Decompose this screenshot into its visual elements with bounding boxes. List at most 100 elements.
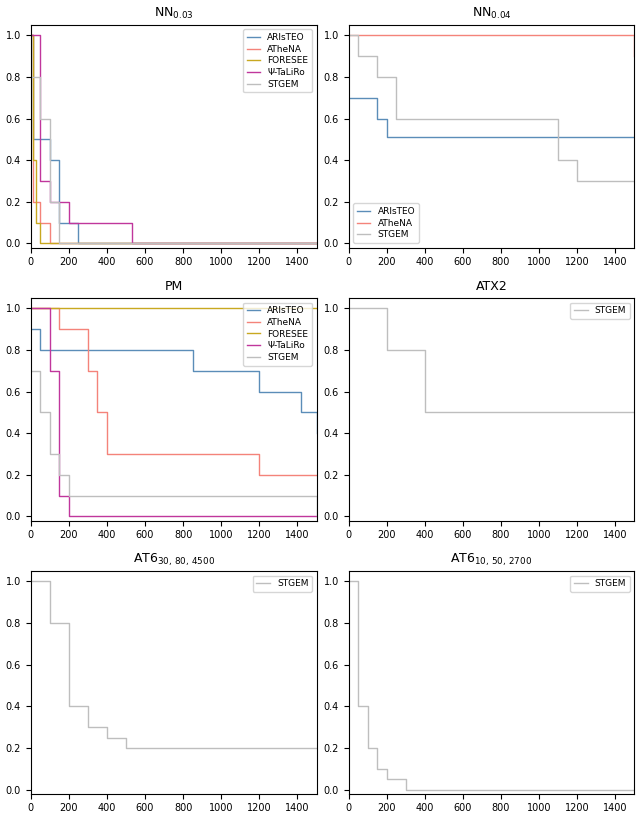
ARIsTEO bbox=[27, 324, 35, 334]
ATheNA bbox=[612, 30, 620, 40]
ATheNA bbox=[46, 238, 54, 248]
Ψ-TaLiRo bbox=[313, 512, 321, 522]
ARIsTEO bbox=[313, 238, 321, 248]
STGEM bbox=[84, 722, 92, 732]
STGEM bbox=[27, 72, 35, 82]
ATheNA bbox=[313, 238, 321, 248]
Legend: ARIsTEO, ATheNA, FORESEE, Ψ-TaLiRo, STGEM: ARIsTEO, ATheNA, FORESEE, Ψ-TaLiRo, STGE… bbox=[243, 302, 312, 365]
ARIsTEO bbox=[313, 428, 321, 438]
Ψ-TaLiRo bbox=[128, 238, 136, 248]
ATheNA bbox=[46, 304, 54, 314]
ARIsTEO bbox=[630, 133, 638, 143]
STGEM bbox=[364, 743, 371, 753]
STGEM bbox=[421, 408, 429, 418]
Line: STGEM: STGEM bbox=[349, 581, 634, 790]
ARIsTEO bbox=[298, 408, 305, 418]
ARIsTEO bbox=[183, 345, 191, 355]
ARIsTEO bbox=[383, 133, 390, 143]
ARIsTEO bbox=[36, 345, 44, 355]
STGEM bbox=[516, 114, 524, 124]
STGEM bbox=[221, 491, 229, 500]
STGEM bbox=[402, 785, 410, 794]
FORESEE bbox=[313, 238, 321, 248]
STGEM bbox=[160, 743, 168, 753]
Line: ARIsTEO: ARIsTEO bbox=[349, 97, 634, 138]
STGEM bbox=[383, 774, 390, 784]
Line: STGEM: STGEM bbox=[31, 581, 317, 748]
Legend: ARIsTEO, ATheNA, FORESEE, Ψ-TaLiRo, STGEM: ARIsTEO, ATheNA, FORESEE, Ψ-TaLiRo, STGE… bbox=[243, 29, 312, 93]
ARIsTEO bbox=[65, 218, 72, 228]
STGEM bbox=[345, 577, 353, 586]
ATheNA bbox=[255, 470, 263, 480]
ATheNA bbox=[103, 449, 111, 459]
STGEM bbox=[27, 366, 35, 376]
Ψ-TaLiRo bbox=[313, 238, 321, 248]
ATheNA bbox=[345, 30, 353, 40]
Title: $\mathrm{NN}_{0.04}$: $\mathrm{NN}_{0.04}$ bbox=[472, 6, 511, 20]
Ψ-TaLiRo bbox=[56, 197, 63, 206]
Ψ-TaLiRo bbox=[27, 304, 35, 314]
STGEM bbox=[355, 701, 362, 711]
ATheNA bbox=[72, 324, 80, 334]
Line: Ψ-TaLiRo: Ψ-TaLiRo bbox=[31, 309, 317, 517]
STGEM bbox=[313, 512, 321, 522]
STGEM bbox=[56, 470, 63, 480]
STGEM bbox=[65, 701, 72, 711]
ATheNA bbox=[36, 218, 44, 228]
ATheNA bbox=[33, 197, 40, 206]
STGEM bbox=[313, 743, 321, 753]
STGEM bbox=[46, 197, 54, 206]
Line: STGEM: STGEM bbox=[349, 309, 634, 413]
FORESEE bbox=[29, 156, 36, 165]
ARIsTEO bbox=[56, 218, 63, 228]
ATheNA bbox=[56, 324, 63, 334]
Ψ-TaLiRo bbox=[27, 30, 35, 40]
Line: STGEM: STGEM bbox=[31, 371, 317, 517]
STGEM bbox=[103, 733, 111, 743]
STGEM bbox=[74, 491, 82, 500]
ARIsTEO bbox=[284, 387, 292, 396]
ARIsTEO bbox=[36, 134, 44, 144]
ARIsTEO bbox=[74, 238, 82, 248]
STGEM bbox=[573, 176, 581, 186]
STGEM bbox=[36, 114, 44, 124]
STGEM bbox=[392, 114, 400, 124]
Line: ATheNA: ATheNA bbox=[349, 35, 634, 56]
Ψ-TaLiRo bbox=[36, 176, 44, 186]
Ψ-TaLiRo bbox=[84, 218, 92, 228]
ATheNA bbox=[630, 51, 638, 61]
Line: ATheNA: ATheNA bbox=[31, 35, 317, 243]
Ψ-TaLiRo bbox=[46, 197, 54, 206]
ATheNA bbox=[294, 470, 301, 480]
STGEM bbox=[56, 238, 63, 248]
ATheNA bbox=[93, 408, 101, 418]
Title: PM: PM bbox=[164, 279, 182, 292]
STGEM bbox=[355, 51, 362, 61]
STGEM bbox=[313, 238, 321, 248]
ARIsTEO bbox=[189, 366, 196, 376]
STGEM bbox=[373, 72, 381, 82]
Ψ-TaLiRo bbox=[46, 366, 54, 376]
Ψ-TaLiRo bbox=[74, 218, 82, 228]
Ψ-TaLiRo bbox=[65, 512, 72, 522]
STGEM bbox=[630, 176, 638, 186]
Title: $\mathrm{NN}_{0.03}$: $\mathrm{NN}_{0.03}$ bbox=[154, 6, 193, 20]
STGEM bbox=[65, 491, 72, 500]
FORESEE bbox=[33, 218, 40, 228]
STGEM bbox=[554, 156, 562, 165]
ARIsTEO bbox=[345, 93, 353, 102]
Ψ-TaLiRo bbox=[56, 491, 63, 500]
Title: ATX2: ATX2 bbox=[476, 279, 508, 292]
Legend: STGEM: STGEM bbox=[570, 302, 630, 319]
STGEM bbox=[36, 408, 44, 418]
FORESEE bbox=[27, 30, 35, 40]
ATheNA bbox=[179, 449, 187, 459]
ATheNA bbox=[27, 30, 35, 40]
Line: STGEM: STGEM bbox=[349, 35, 634, 181]
Legend: ARIsTEO, ATheNA, STGEM: ARIsTEO, ATheNA, STGEM bbox=[353, 203, 419, 243]
ATheNA bbox=[313, 470, 321, 480]
ARIsTEO bbox=[46, 345, 54, 355]
Line: Ψ-TaLiRo: Ψ-TaLiRo bbox=[31, 35, 317, 243]
ATheNA bbox=[275, 470, 282, 480]
ATheNA bbox=[122, 449, 130, 459]
